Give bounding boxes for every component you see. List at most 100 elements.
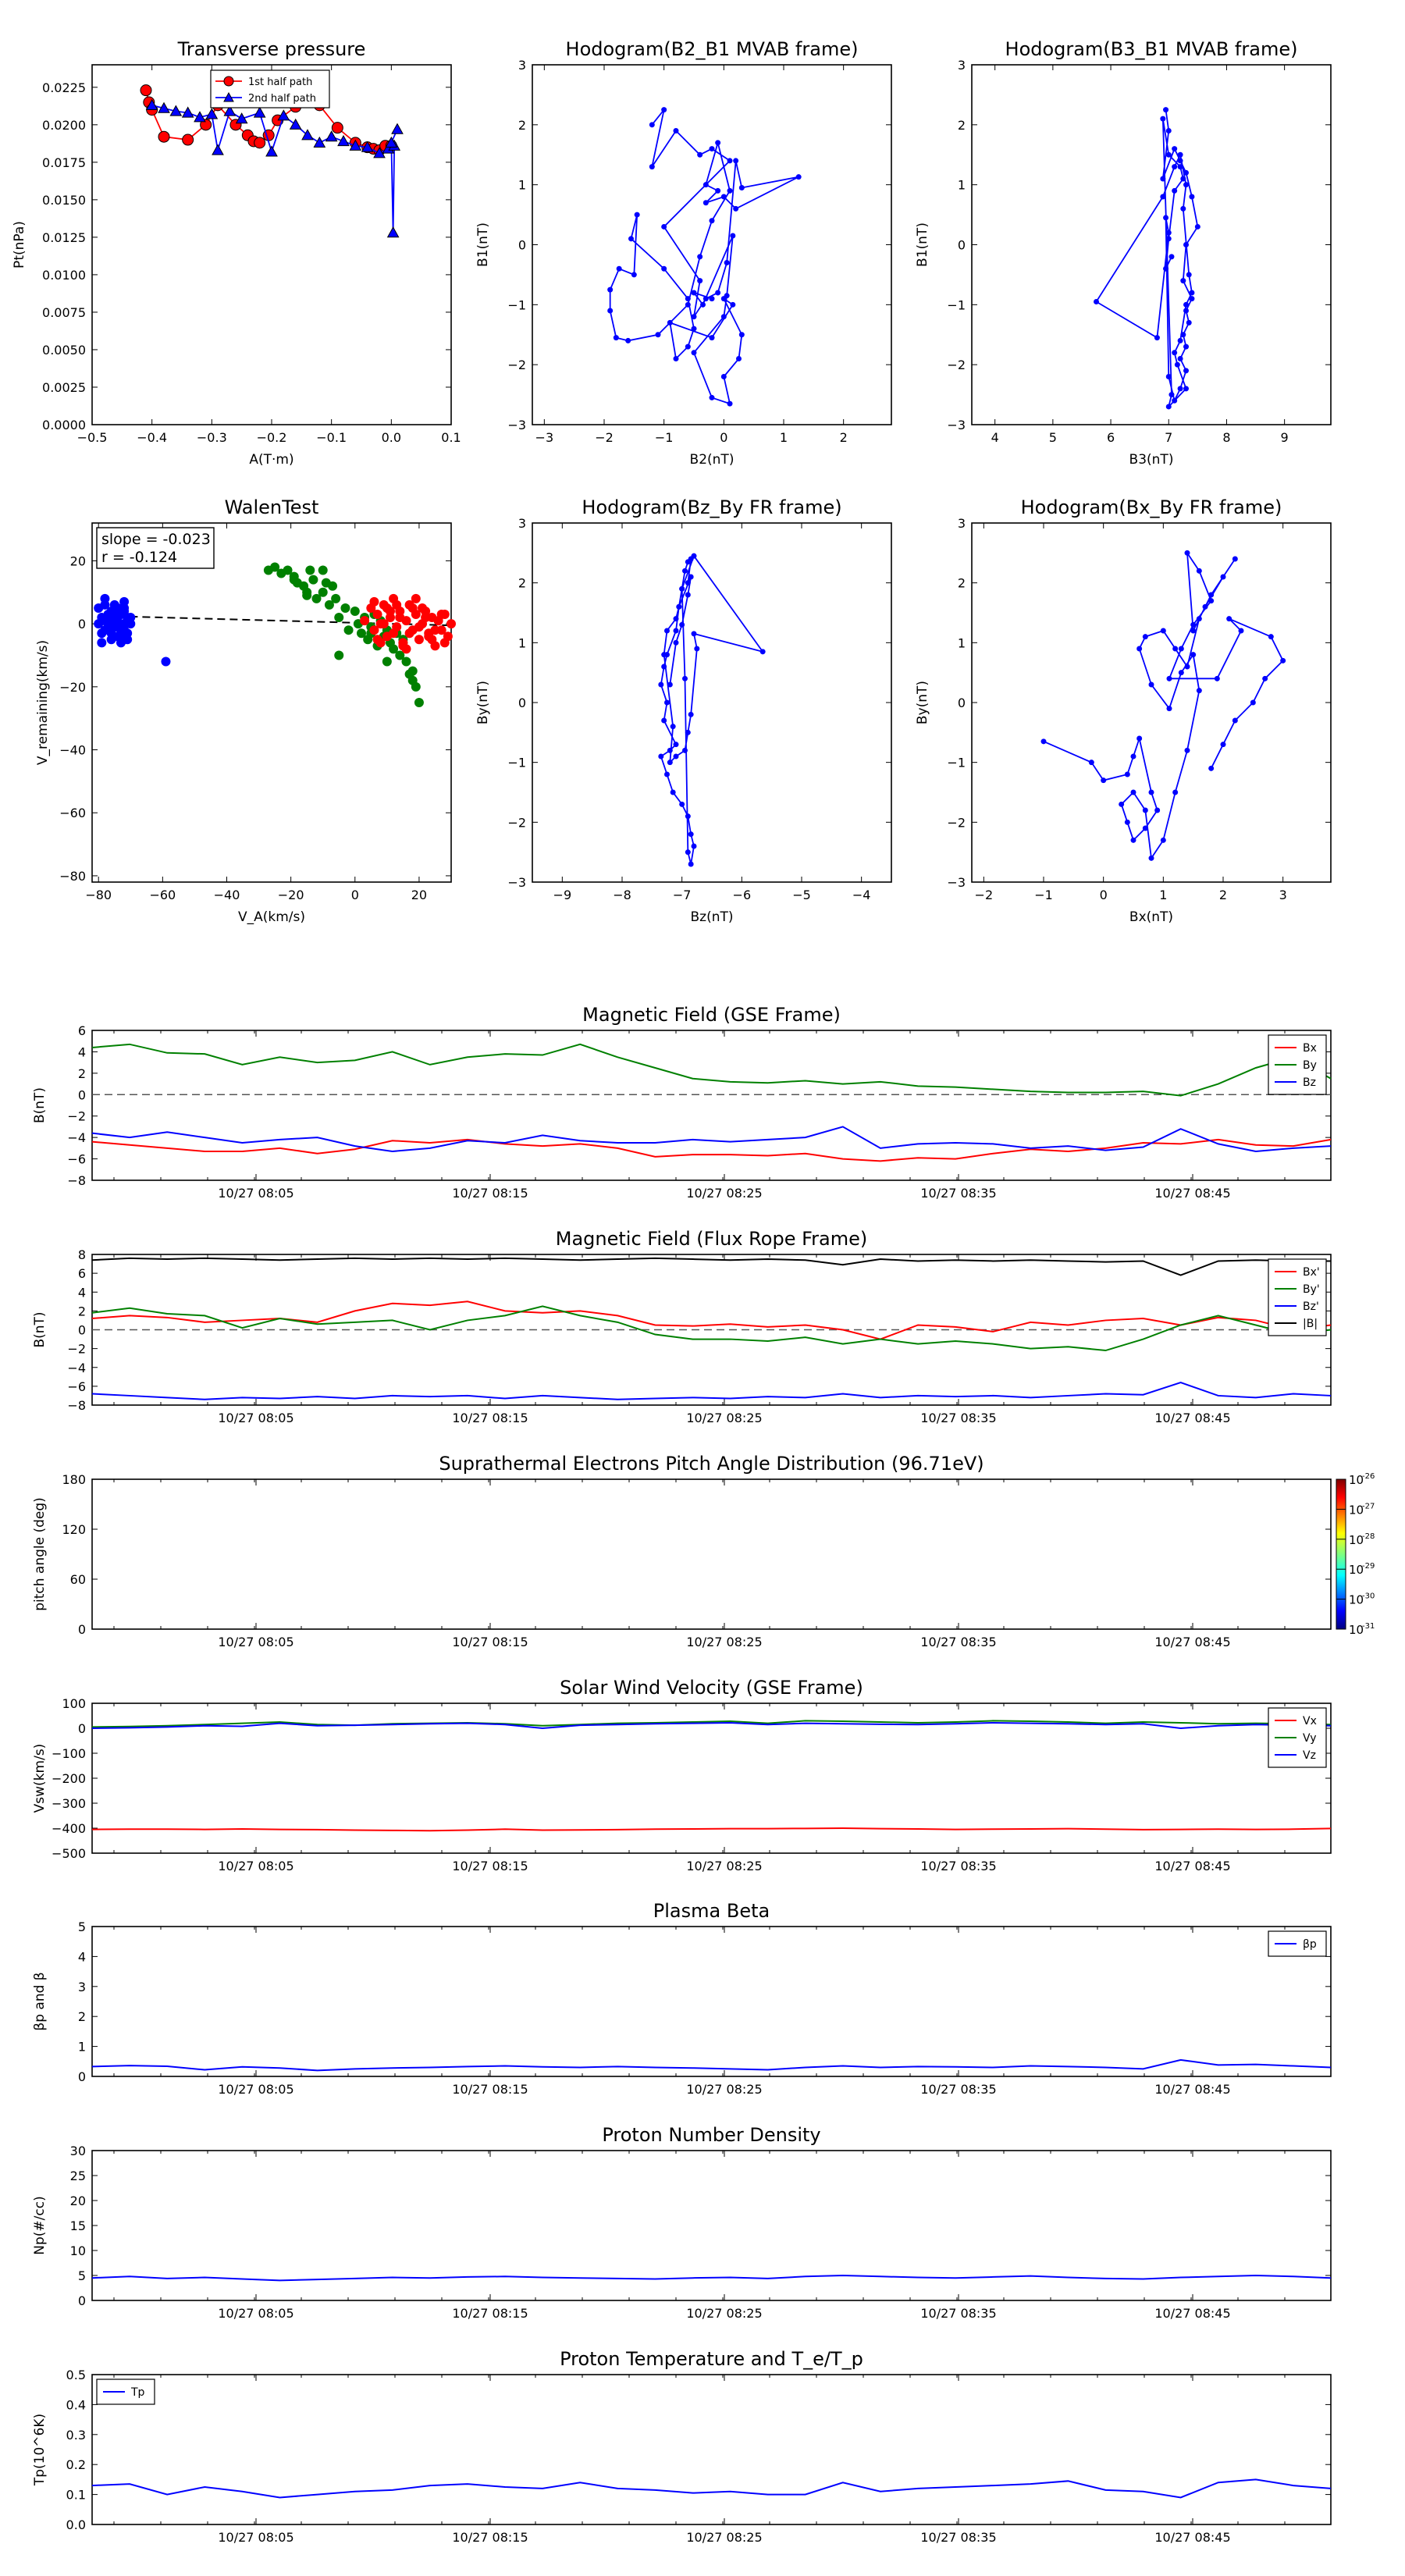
bfr-ytick-label: −8 <box>67 1398 86 1413</box>
h2-point <box>1165 151 1172 158</box>
tp2-time-label: 10/27 08:15 <box>452 2530 528 2545</box>
walen-point <box>392 600 402 610</box>
h1-xtick-label: −2 <box>595 430 614 445</box>
np-ytick-label: 15 <box>70 2218 86 2233</box>
h3-point <box>661 717 667 724</box>
h3-point <box>679 585 685 592</box>
bgse-ytick-label: −6 <box>67 1152 86 1167</box>
h4-point <box>1172 789 1179 795</box>
beta-ytick-label: 2 <box>78 2009 86 2024</box>
h3-point <box>688 711 694 717</box>
walen-ylabel: V_remaining(km/s) <box>35 640 51 765</box>
h2-point <box>1094 298 1100 304</box>
walen-point <box>357 628 366 639</box>
bfr-time-label: 10/27 08:05 <box>218 1411 293 1425</box>
h4-point <box>1130 789 1136 795</box>
beta-ytick-label: 4 <box>78 1949 86 1964</box>
tp2-time-label: 10/27 08:05 <box>218 2530 293 2545</box>
h4-point <box>1160 628 1166 634</box>
bfr-time-label: 10/27 08:45 <box>1154 1411 1230 1425</box>
h1-xtick-label: 1 <box>780 430 788 445</box>
tp2-ytick-label: 0.3 <box>66 2428 86 2443</box>
walen-xlabel: V_A(km/s) <box>238 909 305 925</box>
h1-point <box>661 223 667 229</box>
pad-title: Suprathermal Electrons Pitch Angle Distr… <box>439 1453 984 1475</box>
h4-point <box>1232 717 1238 724</box>
h3-xtick-label: −5 <box>792 888 811 902</box>
walen-ytick-label: −80 <box>59 869 86 884</box>
h4-point <box>1136 735 1143 742</box>
h1-panel: Hodogram(B2_B1 MVAB frame) −3 −2 −1 0 1 2 −3 −2 −… <box>475 38 892 468</box>
h1-point <box>795 174 802 180</box>
h3-ylabel: By(nT) <box>475 681 491 724</box>
walen-point <box>334 650 344 660</box>
tp-ylabel: Pt(nPa) <box>12 221 27 269</box>
h4-frame <box>971 522 1332 883</box>
h1-path <box>609 109 799 405</box>
bfr-ytick-label: −4 <box>67 1361 86 1375</box>
tp-legend: 1st half path 2nd half path <box>210 69 330 109</box>
h1-ytick-label: 3 <box>518 58 526 73</box>
h3-path <box>660 554 765 865</box>
h1-point <box>607 308 614 314</box>
walen-point <box>411 681 421 692</box>
tp-legend-label: 2nd half path <box>248 93 316 105</box>
tp2-panel: Proton Temperature and T_e/T_p 10/27 08:0… <box>32 2348 1332 2545</box>
pad-ylabel: pitch angle (deg) <box>32 1497 48 1611</box>
h3-point <box>688 574 694 580</box>
h2-xtick-label: 4 <box>991 430 999 445</box>
pad-time-label: 10/27 08:45 <box>1154 1635 1230 1649</box>
h1-point <box>691 350 697 356</box>
walen-point <box>436 625 446 635</box>
beta-time-label: 10/27 08:25 <box>686 2082 762 2097</box>
tp-legend-marker <box>223 91 234 102</box>
tp2-ytick-label: 0.2 <box>66 2457 86 2472</box>
pad-colorbar-label: 10 <box>1349 1623 1364 1637</box>
h3-point <box>673 753 679 760</box>
bgse-time-label: 10/27 08:35 <box>920 1186 996 1201</box>
tp-ytick-label: 0.0050 <box>42 343 86 358</box>
walen-point <box>123 613 133 623</box>
h4-title: Hodogram(Bx_By FR frame) <box>1021 496 1282 518</box>
tp-panel: Transverse pressure −0.5 −0.4 −0.3 −0.2 −0.1 0… <box>12 38 461 468</box>
h2-point <box>1172 164 1178 170</box>
h1-point <box>628 236 634 242</box>
h3-point <box>682 568 688 574</box>
h3-xtick-label: −7 <box>673 888 692 902</box>
vsw-time-label: 10/27 08:05 <box>218 1859 293 1873</box>
vsw-time-label: 10/27 08:15 <box>452 1859 528 1873</box>
h3-point <box>667 760 673 766</box>
tp-xtick-label: 0.1 <box>441 430 461 445</box>
h1-point <box>649 164 655 170</box>
h4-point <box>1142 807 1148 813</box>
h4-point <box>1262 675 1268 681</box>
h4-point <box>1130 837 1136 843</box>
walen-point <box>382 656 392 667</box>
h2-point <box>1177 386 1183 392</box>
h3-ytick-label: −1 <box>507 756 526 770</box>
walen-point <box>414 698 424 707</box>
tp-point <box>253 106 266 118</box>
pad-colorbar-exponent: -28 <box>1362 1532 1375 1541</box>
h4-point <box>1160 837 1166 843</box>
tp2-title: Proton Temperature and T_e/T_p <box>560 2348 863 2370</box>
bfr-ytick-label: 2 <box>78 1304 86 1318</box>
tp-xtick-label: −0.2 <box>257 430 287 445</box>
tp-point <box>169 105 183 116</box>
h4-point <box>1220 742 1226 748</box>
h3-point <box>667 681 673 688</box>
pad-time-label: 10/27 08:05 <box>218 1635 293 1649</box>
vsw-time-label: 10/27 08:35 <box>920 1859 996 1873</box>
h1-point <box>631 272 637 278</box>
h1-point <box>697 151 703 158</box>
pad-colorbar-exponent: -30 <box>1362 1592 1375 1601</box>
h4-point <box>1166 675 1172 681</box>
h2-point <box>1160 194 1166 200</box>
h2-point <box>1180 205 1186 212</box>
bfr-ytick-label: 4 <box>78 1285 86 1300</box>
h3-point <box>673 628 679 634</box>
h3-point <box>664 699 670 706</box>
h1-point <box>673 355 679 361</box>
h2-xtick-label: 5 <box>1049 430 1057 445</box>
h2-xlabel: B3(nT) <box>1129 452 1174 468</box>
